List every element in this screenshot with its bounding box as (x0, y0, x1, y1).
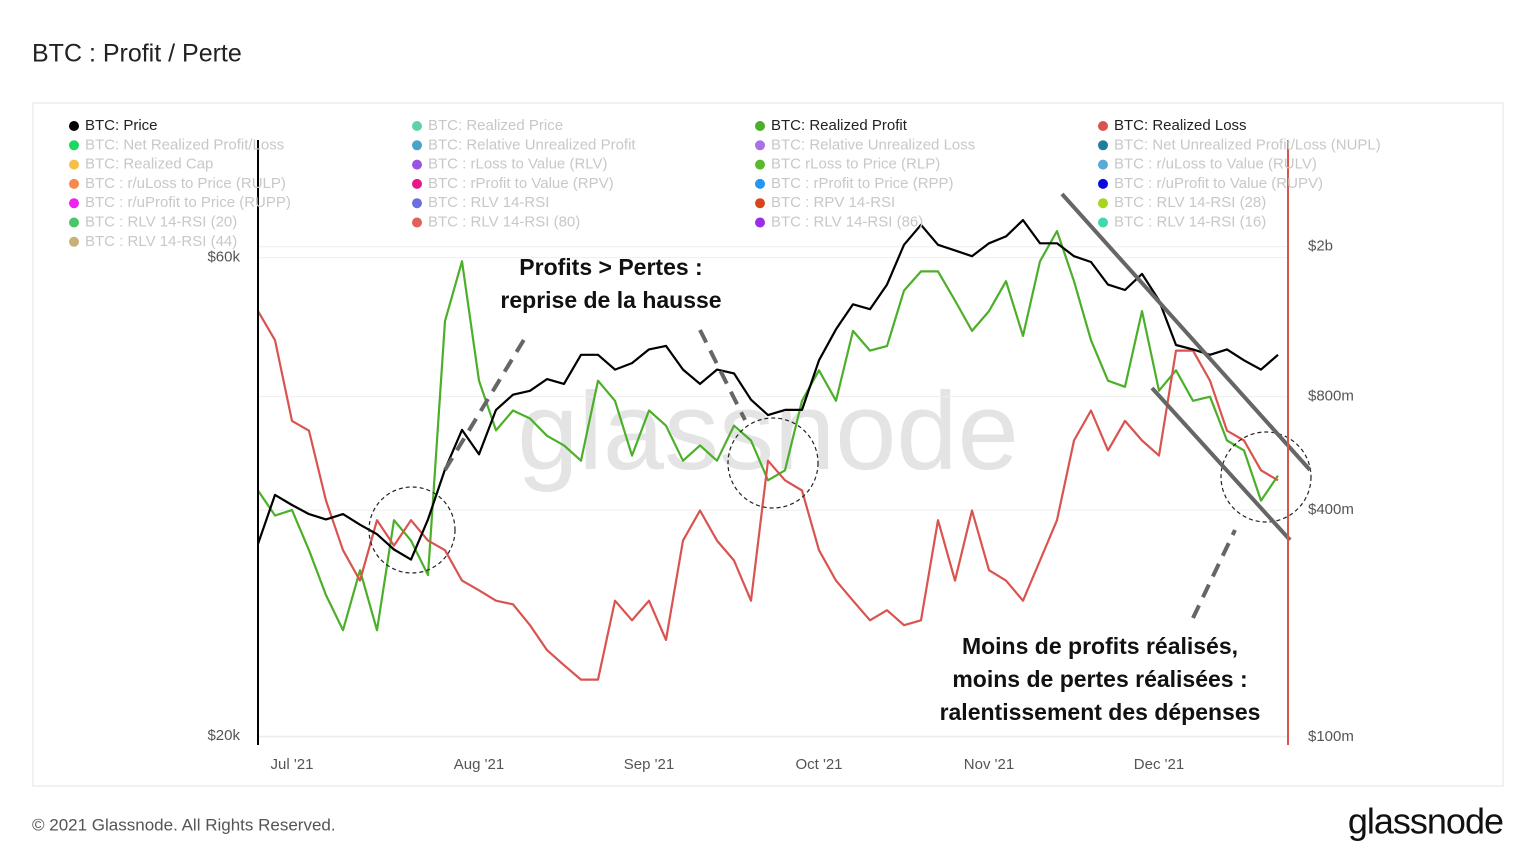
grid (258, 246, 1288, 738)
highlight-circle (368, 486, 456, 574)
channel-line (1060, 192, 1312, 472)
legend-label: BTC : r/uProfit to Price (RUPP) (85, 194, 291, 211)
annotation: ralentissement des dépenses (940, 699, 1261, 725)
legend-label: BTC : RLV 14-RSI (20) (85, 213, 237, 230)
legend-label: BTC : rProfit to Price (RPP) (771, 175, 954, 192)
annotation: Profits > Pertes : (519, 254, 702, 280)
legend-swatch (69, 140, 79, 151)
legend-swatch (1098, 159, 1108, 170)
legend-swatch (1098, 121, 1108, 131)
y2-tick-label: $100m (1308, 728, 1354, 745)
legend-swatch (69, 217, 79, 228)
logo: glassnode (1348, 801, 1503, 842)
dashed-pointer (1191, 529, 1237, 619)
y-tick-label: $20k (207, 727, 240, 744)
legend-label: BTC: Price (85, 117, 158, 134)
highlight-circle (727, 417, 819, 509)
legend-swatch (412, 140, 422, 151)
legend-label: BTC : RLV 14-RSI (44) (85, 233, 237, 250)
legend-label: BTC : r/uLoss to Value (RULV) (1114, 156, 1317, 173)
legend-swatch (755, 198, 765, 209)
legend-label: BTC : r/uLoss to Price (RULP) (85, 175, 286, 192)
x-tick-label: Dec '21 (1134, 756, 1184, 773)
y-tick-label: $60k (207, 249, 240, 266)
legend-label: BTC : RLV 14-RSI (428, 194, 549, 211)
legend-swatch (69, 159, 79, 170)
watermark: glassnode (517, 370, 1019, 493)
legend-label: BTC: Net Unrealized Profit/Loss (NUPL) (1114, 136, 1381, 153)
dashed-pointer (443, 331, 530, 472)
legend-swatch (755, 217, 765, 228)
legend-label: BTC : r/uProfit to Value (RUPV) (1114, 175, 1323, 192)
y2-tick-label: $800m (1308, 388, 1354, 405)
legend-label: BTC : RLV 14-RSI (16) (1114, 213, 1266, 230)
legend-swatch (1098, 178, 1108, 189)
legend-label: BTC : RLV 14-RSI (28) (1114, 194, 1266, 211)
x-tick-label: Oct '21 (795, 756, 842, 773)
annotation: reprise de la hausse (500, 287, 721, 313)
x-tick-label: Sep '21 (624, 756, 674, 773)
legend-label: BTC : rLoss to Value (RLV) (428, 156, 608, 173)
series-line (257, 230, 1279, 632)
x-tick-label: Jul '21 (271, 756, 314, 773)
legend-swatch (69, 198, 79, 209)
highlight-circle (1220, 431, 1312, 523)
legend-label: BTC: Realized Price (428, 117, 563, 134)
y2-tick-label: $400m (1308, 501, 1354, 518)
footer: © 2021 Glassnode. All Rights Reserved. (32, 815, 336, 834)
legend-label: BTC : RLV 14-RSI (80) (428, 213, 580, 230)
x-tick-label: Aug '21 (454, 756, 504, 773)
legend-label: BTC: Relative Unrealized Loss (771, 136, 975, 153)
legend-swatch (755, 159, 765, 170)
legend-label: BTC rLoss to Price (RLP) (771, 156, 940, 173)
legend-label: BTC : rProfit to Value (RPV) (428, 175, 614, 192)
annotations: Profits > Pertes : reprise de la hausse Mo… (500, 254, 1260, 725)
chart-title: BTC : Profit / Perte (32, 40, 242, 68)
legend-swatch (1098, 217, 1108, 228)
legend-swatch (1098, 140, 1108, 151)
legend-label: BTC : RPV 14-RSI (771, 194, 895, 211)
legend-swatch (755, 178, 765, 189)
channel-line (1150, 386, 1292, 542)
annotation: moins de pertes réalisées : (952, 666, 1247, 692)
legend-swatch (1098, 198, 1108, 209)
series-line (257, 310, 1279, 681)
legend-label: BTC: Realized Cap (85, 156, 213, 173)
dashed-pointer (698, 329, 747, 421)
legend-swatch (755, 140, 765, 151)
legend-swatch (412, 121, 422, 131)
legend-swatch (412, 198, 422, 209)
annotation: Moins de profits réalisés, (962, 633, 1238, 659)
legend-label: BTC : RLV 14-RSI (86) (771, 213, 923, 230)
series-line (256, 219, 1279, 561)
legend-swatch (412, 217, 422, 228)
x-tick-label: Nov '21 (964, 756, 1014, 773)
legend-swatch (755, 121, 765, 131)
legend-swatch (69, 178, 79, 189)
legend-swatch (69, 236, 79, 247)
legend-swatch (412, 178, 422, 189)
y2-tick-label: $2b (1308, 238, 1333, 255)
panel (32, 102, 1504, 787)
legend-label: BTC: Realized Loss (1114, 117, 1247, 134)
legend-label: BTC: Net Realized Profit/Loss (85, 136, 284, 153)
decorations (368, 192, 1312, 619)
lines (256, 219, 1279, 681)
legend: BTC: Price BTC: Realized Price BTC: Realiz… (69, 117, 1381, 250)
legend-label: BTC: Realized Profit (771, 117, 908, 134)
legend-swatch (412, 159, 422, 170)
legend-label: BTC: Relative Unrealized Profit (428, 136, 636, 153)
legend-swatch (69, 121, 79, 131)
